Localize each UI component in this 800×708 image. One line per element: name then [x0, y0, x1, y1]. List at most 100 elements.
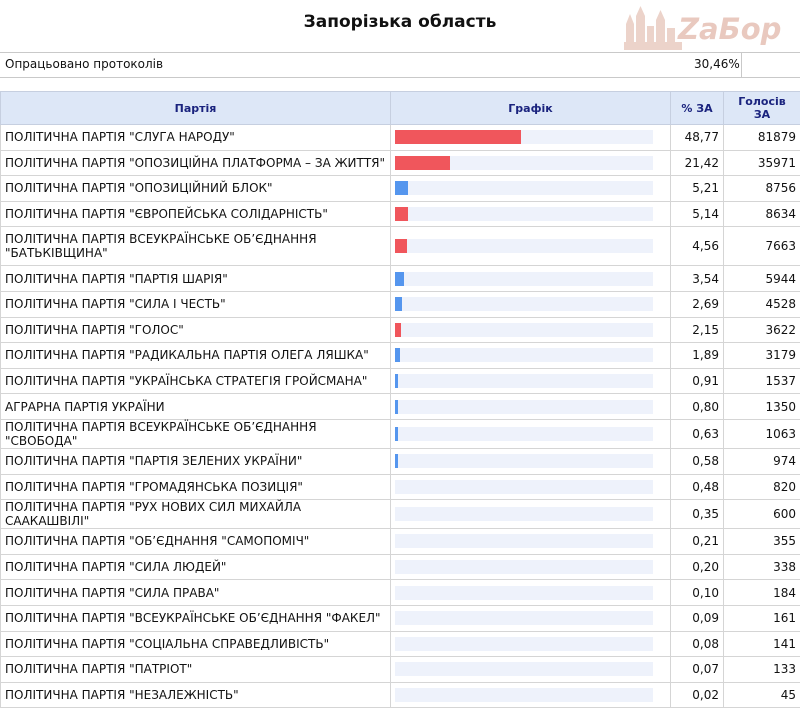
votes-value: 184	[724, 580, 800, 606]
party-name: ПОЛІТИЧНА ПАРТІЯ "ПАТРІОТ"	[1, 657, 391, 683]
result-bar-cell	[391, 266, 671, 292]
result-bar-track	[395, 374, 653, 388]
party-name: ПОЛІТИЧНА ПАРТІЯ "СЛУГА НАРОДУ"	[1, 125, 391, 151]
votes-value: 974	[724, 448, 800, 474]
party-name: ПОЛІТИЧНА ПАРТІЯ "СИЛА І ЧЕСТЬ"	[1, 291, 391, 317]
table-row: ПОЛІТИЧНА ПАРТІЯ "ВСЕУКРАЇНСЬКЕ ОБ’ЄДНАН…	[1, 605, 800, 631]
table-row: ПОЛІТИЧНА ПАРТІЯ "РУХ НОВИХ СИЛ МИХАЙЛА …	[1, 500, 800, 529]
result-bar-cell	[391, 368, 671, 394]
result-bar	[395, 400, 398, 414]
percent-value: 21,42	[671, 150, 724, 176]
result-bar	[395, 323, 401, 337]
percent-value: 0,80	[671, 394, 724, 420]
result-bar-track	[395, 637, 653, 651]
votes-value: 161	[724, 605, 800, 631]
percent-value: 0,58	[671, 448, 724, 474]
votes-value: 8756	[724, 176, 800, 202]
percent-value: 0,07	[671, 657, 724, 683]
result-bar-track	[395, 480, 653, 494]
percent-value: 0,48	[671, 474, 724, 500]
header-graph[interactable]: Графік	[391, 92, 671, 125]
percent-value: 5,14	[671, 201, 724, 227]
result-bar-cell	[391, 605, 671, 631]
result-bar-track	[395, 662, 653, 676]
result-bar-cell	[391, 176, 671, 202]
percent-value: 1,89	[671, 343, 724, 369]
votes-value: 1063	[724, 419, 800, 448]
table-row: ПОЛІТИЧНА ПАРТІЯ "ПАРТІЯ ЗЕЛЕНИХ УКРАЇНИ…	[1, 448, 800, 474]
party-name: ПОЛІТИЧНА ПАРТІЯ "ВСЕУКРАЇНСЬКЕ ОБ’ЄДНАН…	[1, 605, 391, 631]
result-bar	[395, 454, 398, 468]
result-bar	[395, 239, 407, 253]
votes-value: 1350	[724, 394, 800, 420]
table-header-row: Партія Графік % ЗА Голосів ЗА	[1, 92, 800, 125]
percent-value: 48,77	[671, 125, 724, 151]
votes-value: 141	[724, 631, 800, 657]
table-row: ПОЛІТИЧНА ПАРТІЯ "ГРОМАДЯНСЬКА ПОЗИЦІЯ"0…	[1, 474, 800, 500]
votes-value: 3179	[724, 343, 800, 369]
result-bar-track	[395, 207, 653, 221]
result-bar-track	[395, 297, 653, 311]
result-bar-cell	[391, 448, 671, 474]
votes-value: 8634	[724, 201, 800, 227]
table-row: ПОЛІТИЧНА ПАРТІЯ "УКРАЇНСЬКА СТРАТЕГІЯ Г…	[1, 368, 800, 394]
result-bar-cell	[391, 631, 671, 657]
result-bar-track	[395, 560, 653, 574]
percent-value: 0,63	[671, 419, 724, 448]
result-bar-track	[395, 239, 653, 253]
city-skyline-icon	[624, 6, 684, 50]
header-percent[interactable]: % ЗА	[671, 92, 724, 125]
votes-value: 133	[724, 657, 800, 683]
party-name: ПОЛІТИЧНА ПАРТІЯ "ГОЛОС"	[1, 317, 391, 343]
result-bar-cell	[391, 394, 671, 420]
result-bar-cell	[391, 474, 671, 500]
votes-value: 1537	[724, 368, 800, 394]
result-bar	[395, 181, 408, 195]
party-name: ПОЛІТИЧНА ПАРТІЯ "СИЛА ПРАВА"	[1, 580, 391, 606]
result-bar-track	[395, 348, 653, 362]
result-bar	[395, 156, 450, 170]
header-party[interactable]: Партія	[1, 92, 391, 125]
party-name: ПОЛІТИЧНА ПАРТІЯ "СОЦІАЛЬНА СПРАВЕДЛИВІС…	[1, 631, 391, 657]
header-votes[interactable]: Голосів ЗА	[724, 92, 800, 125]
party-name: ПОЛІТИЧНА ПАРТІЯ "ПАРТІЯ ШАРІЯ"	[1, 266, 391, 292]
result-bar-track	[395, 272, 653, 286]
result-bar-track	[395, 586, 653, 600]
result-bar-track	[395, 611, 653, 625]
table-row: ПОЛІТИЧНА ПАРТІЯ "ОПОЗИЦІЙНА ПЛАТФОРМА –…	[1, 150, 800, 176]
result-bar-cell	[391, 201, 671, 227]
percent-value: 3,54	[671, 266, 724, 292]
result-bar-track	[395, 534, 653, 548]
site-logo[interactable]: ZaБор	[624, 6, 800, 50]
percent-value: 0,09	[671, 605, 724, 631]
header-votes-line1: Голосів	[738, 95, 785, 108]
result-bar-cell	[391, 317, 671, 343]
percent-value: 0,21	[671, 529, 724, 555]
logo-text: ZaБор	[678, 12, 781, 46]
result-bar-cell	[391, 343, 671, 369]
votes-value: 355	[724, 529, 800, 555]
table-row: ПОЛІТИЧНА ПАРТІЯ "ЄВРОПЕЙСЬКА СОЛІДАРНІС…	[1, 201, 800, 227]
votes-value: 3622	[724, 317, 800, 343]
percent-value: 0,35	[671, 500, 724, 529]
result-bar-cell	[391, 291, 671, 317]
votes-value: 5944	[724, 266, 800, 292]
votes-value: 7663	[724, 227, 800, 266]
result-bar-track	[395, 400, 653, 414]
result-bar-cell	[391, 227, 671, 266]
votes-value: 35971	[724, 150, 800, 176]
protocols-summary: Опрацьовано протоколів 30,46%	[0, 52, 800, 78]
votes-value: 600	[724, 500, 800, 529]
party-name: АГРАРНА ПАРТІЯ УКРАЇНИ	[1, 394, 391, 420]
votes-value: 820	[724, 474, 800, 500]
percent-value: 0,91	[671, 368, 724, 394]
result-bar-track	[395, 427, 653, 441]
votes-value: 4528	[724, 291, 800, 317]
party-name: ПОЛІТИЧНА ПАРТІЯ "РАДИКАЛЬНА ПАРТІЯ ОЛЕГ…	[1, 343, 391, 369]
